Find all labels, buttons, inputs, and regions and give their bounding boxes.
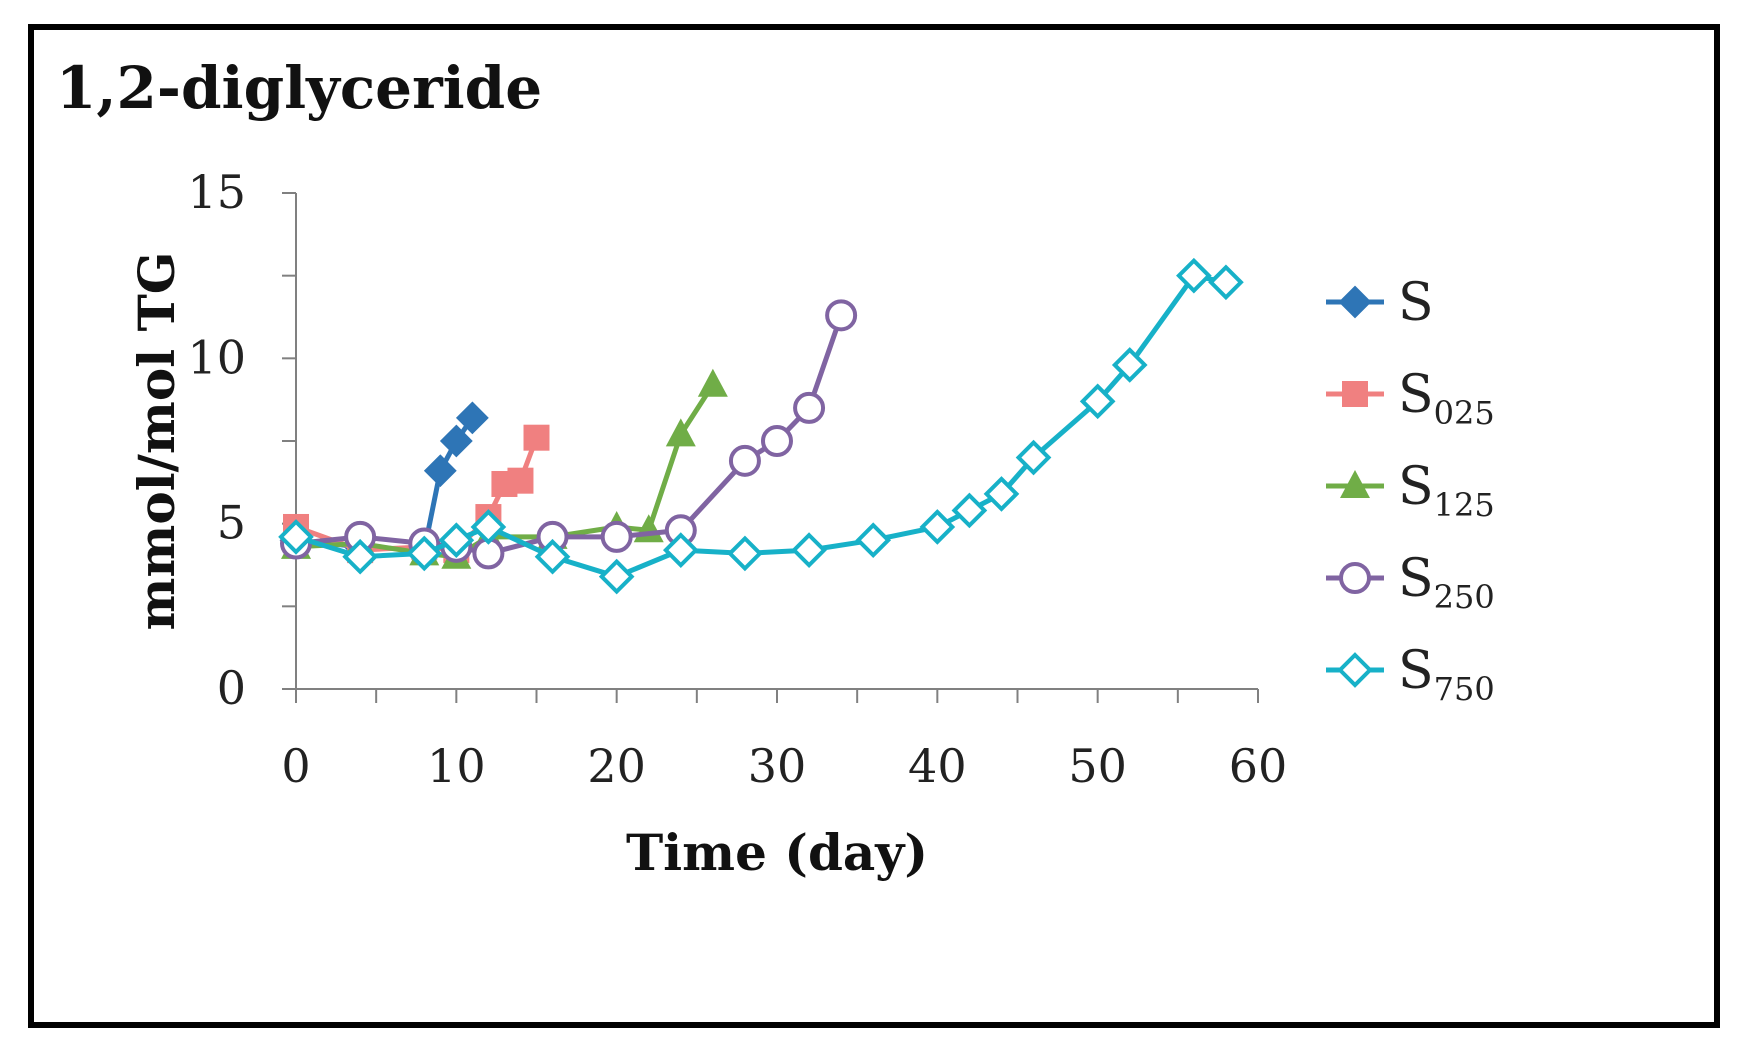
data-point-S025 [507,467,534,494]
x-tick-label: 30 [748,739,807,793]
x-tick-label: 0 [281,739,310,793]
data-point-S025 [523,424,550,451]
data-point-S [455,401,489,435]
x-tick-label: 60 [1229,739,1288,793]
chart-frame: 1,2-diglyceride mmol/mol TG Time (day) 0… [28,24,1720,1028]
plot-area [278,257,1244,595]
x-tick-label: 40 [908,739,967,793]
series-line-S250 [295,314,844,556]
legend-marker [1342,381,1368,407]
data-point-S750 [1176,257,1212,294]
series-line-S125 [295,383,715,560]
data-point-S750 [919,509,956,545]
axes: 0 5 10 15 0 10 20 30 40 50 60 [187,165,1287,793]
x-tick-label: 20 [587,739,646,793]
data-point-S750 [1015,439,1052,476]
data-point-S125 [665,418,696,447]
legend-marker [1337,652,1373,688]
series-S750 [278,257,1244,595]
data-point-S750 [598,558,635,595]
x-tick-label: 50 [1068,739,1127,793]
data-point-S250 [728,444,761,477]
legend-label: S [1398,273,1434,333]
data-point-S750 [438,522,475,559]
legend-marker [1338,285,1372,319]
legend-marker [1339,562,1371,594]
data-point-S125 [697,368,728,397]
legend-entry-S250: S250 [1326,549,1495,616]
data-point-S250 [761,425,793,457]
chart-title: 1,2-diglyceride [56,54,542,122]
y-tick-label: 0 [217,661,246,715]
data-point-S750 [1208,264,1244,301]
legend-entry-S750: S750 [1326,641,1495,708]
x-tick-label: 10 [427,739,486,793]
data-point-S [423,454,457,488]
data-point-S750 [278,519,314,555]
legend-marker [1340,470,1370,498]
legend-entry-S125: S125 [1326,457,1495,524]
legend-entry-S025: S025 [1326,365,1495,432]
series-S250 [280,299,858,570]
data-point-S250 [793,391,826,424]
legend-label: S125 [1398,457,1495,524]
data-point-S250 [600,520,633,553]
y-tick-label: 15 [187,165,246,219]
y-axis-label: mmol/mol TG [127,252,186,631]
data-point-S750 [342,538,378,575]
data-point-S750 [662,532,699,568]
data-point-S250 [825,299,858,332]
y-tick-label: 10 [187,330,246,384]
data-point-S750 [406,535,443,572]
data-point-S [439,424,473,458]
chart: 1,2-diglyceride mmol/mol TG Time (day) 0… [56,54,1495,882]
data-point-S750 [1079,383,1116,420]
data-point-S750 [855,522,892,559]
legend-label: S250 [1398,549,1495,616]
series-line-S750 [295,273,1227,580]
data-point-S750 [1111,347,1148,383]
legend-label: S025 [1398,365,1495,432]
legend: S S025 S125 S250 S750 [1326,273,1495,708]
data-point-S750 [983,476,1020,512]
data-point-S750 [727,535,763,572]
legend-entry-S: S [1326,273,1434,333]
data-point-S750 [470,509,507,545]
y-tick-label: 5 [217,496,246,550]
data-point-S750 [534,538,571,575]
legend-label: S750 [1398,641,1495,708]
data-point-S750 [951,492,988,529]
data-point-S750 [791,532,827,568]
x-axis-label: Time (day) [626,823,928,882]
